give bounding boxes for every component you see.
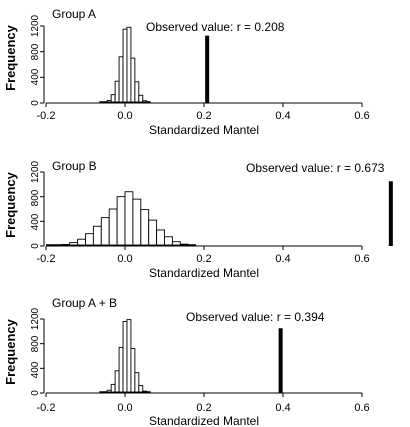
y-tick-label: 1200: [30, 307, 41, 330]
observed-value-bar: [205, 35, 210, 103]
x-axis-title: Standardized Mantel: [149, 266, 259, 280]
histogram-bar: [130, 348, 136, 393]
histogram-bar: [69, 242, 79, 246]
observed-value-bar: [278, 328, 283, 393]
y-tick-label: 800: [30, 43, 41, 60]
histogram-bar: [132, 198, 142, 246]
histogram-bar: [179, 243, 189, 246]
histogram-bar: [122, 321, 128, 393]
x-tick-label: 0.6: [354, 253, 369, 265]
y-tick-label: 1200: [30, 14, 41, 37]
histogram-bar: [118, 56, 124, 103]
y-tick-label: 0: [30, 243, 41, 249]
histogram-bar: [138, 385, 144, 393]
histogram-bar: [114, 370, 120, 393]
panel-title: Group A + B: [52, 296, 117, 310]
y-axis-title: Frequency: [3, 24, 18, 91]
histogram-bar: [140, 209, 150, 246]
observed-value-bar: [388, 181, 393, 246]
x-tick-label: 0.2: [196, 253, 211, 265]
y-axis-title: Frequency: [3, 318, 18, 385]
x-axis-title: Standardized Mantel: [149, 414, 259, 427]
observed-value-label: Observed value: r = 0.673: [246, 161, 385, 175]
x-tick-label: 0.0: [117, 402, 132, 414]
x-tick-label: 0.6: [354, 110, 369, 122]
histogram-bar: [164, 236, 173, 246]
y-tick-label: 0: [30, 100, 41, 106]
y-tick-label: 0: [30, 390, 41, 396]
histogram-bar: [116, 196, 126, 246]
histogram-bar: [77, 238, 86, 246]
histogram-bar: [126, 26, 132, 103]
histogram-bar: [134, 372, 140, 393]
observed-value-label: Observed value: r = 0.394: [186, 310, 325, 324]
x-tick-label: 0.2: [196, 402, 211, 414]
chart-marks: [40, 25, 393, 397]
histogram-bar: [106, 389, 112, 393]
histogram-bar: [148, 219, 158, 246]
histogram-bar: [126, 319, 132, 393]
histogram-bar: [134, 81, 140, 103]
observed-value-label: Observed value: r = 0.208: [146, 20, 285, 34]
y-tick-label: 800: [30, 335, 41, 352]
histogram-bar: [108, 208, 118, 246]
histogram-bar: [85, 233, 94, 246]
x-tick-label: -0.2: [37, 253, 56, 265]
histogram-bar: [122, 28, 128, 103]
x-tick-label: 0.6: [354, 402, 369, 414]
x-tick-label: 0.4: [275, 110, 290, 122]
panel-title: Group B: [52, 159, 97, 173]
panel-group-a-plus-b: Group A + B Observed value: r = 0.394 Fr…: [3, 296, 370, 427]
histogram-bar: [118, 346, 124, 393]
histogram-bar: [138, 94, 144, 103]
y-tick-label: 400: [30, 361, 41, 378]
x-tick-label: 0.4: [275, 402, 290, 414]
histogram-bar: [130, 57, 136, 103]
panel-group-a: Group A Observed value: r = 0.208 Freque…: [3, 7, 370, 137]
x-tick-label: 0.2: [196, 110, 211, 122]
histogram-bar: [61, 244, 71, 246]
y-tick-label: 400: [30, 68, 41, 85]
y-tick-label: 400: [30, 213, 41, 230]
histogram-bar: [142, 390, 148, 393]
panel-group-b: Group B Observed value: r = 0.673 Freque…: [3, 159, 385, 280]
histogram-bar: [171, 241, 181, 246]
x-tick-label: -0.2: [37, 402, 56, 414]
x-tick-label: 0.4: [275, 253, 290, 265]
histogram-bar: [106, 99, 112, 103]
histogram-bar: [100, 217, 110, 246]
x-axis-title: Standardized Mantel: [149, 123, 259, 137]
y-tick-label: 800: [30, 189, 41, 206]
x-tick-label: -0.2: [37, 110, 56, 122]
x-tick-label: 0.0: [117, 253, 132, 265]
histogram-bar: [156, 229, 165, 246]
y-tick-label: 1200: [30, 160, 41, 183]
histogram-bar: [114, 80, 120, 103]
histogram-bar: [142, 100, 148, 103]
panel-title: Group A: [52, 7, 96, 21]
x-tick-label: 0.0: [117, 110, 132, 122]
histogram-bar: [110, 94, 116, 103]
y-axis-title: Frequency: [3, 171, 18, 238]
histogram-bar: [124, 191, 134, 246]
histogram-bar: [110, 383, 116, 393]
histogram-bar: [92, 225, 102, 246]
